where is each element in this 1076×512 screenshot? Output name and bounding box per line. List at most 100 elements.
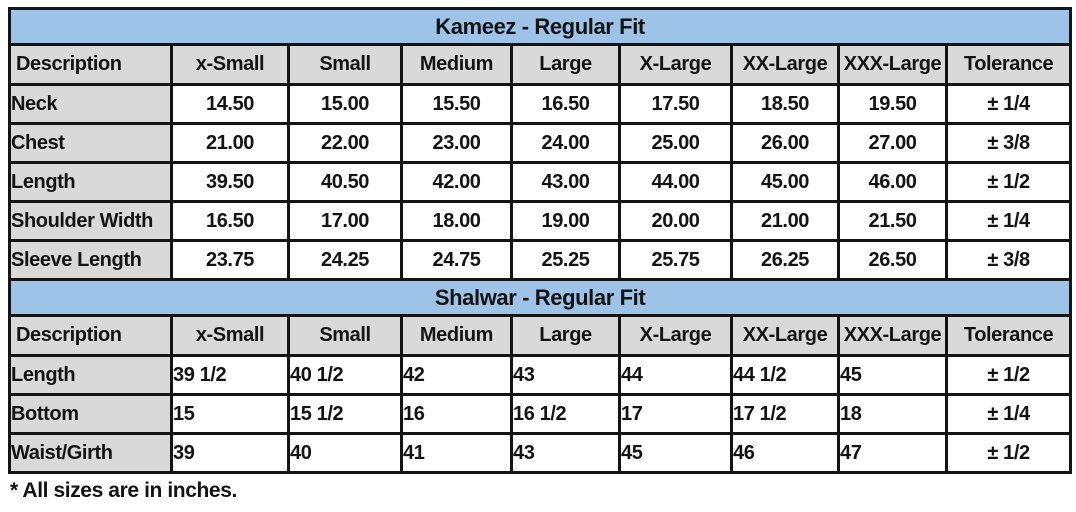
size-value-cell: 23.00 bbox=[400, 122, 513, 164]
column-header-small: Small bbox=[287, 314, 403, 357]
size-value-cell: 39 bbox=[170, 432, 290, 474]
column-header-xxlarge: XX-Large bbox=[730, 314, 840, 357]
row-label: Length bbox=[8, 161, 173, 203]
tolerance-cell: ± 1/2 bbox=[944, 432, 1073, 474]
size-value-cell: 14.50 bbox=[170, 83, 290, 125]
shalwar-title-row: Shalwar - Regular Fit bbox=[7, 278, 1073, 317]
size-value-cell: 42.00 bbox=[400, 161, 513, 203]
size-value-cell: 18.00 bbox=[400, 200, 513, 242]
size-value-cell: 41 bbox=[400, 432, 513, 474]
column-header-xxlarge: XX-Large bbox=[730, 43, 840, 86]
size-value-cell: 16.50 bbox=[510, 83, 621, 125]
table-row-shoulder-width: Shoulder Width 16.50 17.00 18.00 19.00 2… bbox=[8, 200, 1073, 242]
size-value-cell: 18.50 bbox=[730, 83, 840, 125]
row-label: Bottom bbox=[8, 393, 173, 435]
size-value-cell: 40 1/2 bbox=[287, 354, 403, 396]
table-row-neck: Neck 14.50 15.00 15.50 16.50 17.50 18.50… bbox=[8, 83, 1073, 125]
size-value-cell: 43.00 bbox=[510, 161, 621, 203]
column-header-description: Description bbox=[8, 43, 173, 86]
table-row-bottom: Bottom 15 15 1/2 16 16 1/2 17 17 1/2 18 … bbox=[8, 393, 1073, 435]
size-value-cell: 44.00 bbox=[618, 161, 733, 203]
size-value-cell: 21.50 bbox=[837, 200, 948, 242]
column-header-xxxlarge: XXX-Large bbox=[837, 43, 948, 86]
size-value-cell: 40.50 bbox=[287, 161, 403, 203]
tolerance-cell: ± 1/2 bbox=[944, 354, 1073, 396]
table-row-waist-girth: Waist/Girth 39 40 41 43 45 46 47 ± 1/2 bbox=[8, 432, 1073, 474]
tolerance-cell: ± 3/8 bbox=[944, 122, 1073, 164]
size-value-cell: 19.50 bbox=[837, 83, 948, 125]
size-value-cell: 25.75 bbox=[618, 239, 733, 281]
size-value-cell: 15 bbox=[170, 393, 290, 435]
row-label: Sleeve Length bbox=[8, 239, 173, 281]
size-value-cell: 27.00 bbox=[837, 122, 948, 164]
size-value-cell: 16 1/2 bbox=[510, 393, 621, 435]
size-value-cell: 21.00 bbox=[170, 122, 290, 164]
column-header-xlarge: X-Large bbox=[618, 314, 733, 357]
size-value-cell: 24.00 bbox=[510, 122, 621, 164]
size-value-cell: 16.50 bbox=[170, 200, 290, 242]
column-header-xlarge: X-Large bbox=[618, 43, 733, 86]
size-value-cell: 39 1/2 bbox=[170, 354, 290, 396]
size-value-cell: 22.00 bbox=[287, 122, 403, 164]
size-value-cell: 20.00 bbox=[618, 200, 733, 242]
size-chart-table: Kameez - Regular Fit Description x-Small… bbox=[7, 7, 1073, 474]
size-value-cell: 25.00 bbox=[618, 122, 733, 164]
row-label: Neck bbox=[8, 83, 173, 125]
size-value-cell: 46 bbox=[730, 432, 840, 474]
column-header-xsmall: x-Small bbox=[170, 314, 290, 357]
row-label: Waist/Girth bbox=[8, 432, 173, 474]
column-header-small: Small bbox=[287, 43, 403, 86]
size-value-cell: 26.25 bbox=[730, 239, 840, 281]
column-header-tolerance: Tolerance bbox=[944, 314, 1073, 357]
column-header-large: Large bbox=[510, 314, 621, 357]
footnote: * All sizes are in inches. bbox=[10, 479, 237, 502]
size-value-cell: 24.75 bbox=[400, 239, 513, 281]
size-value-cell: 17 bbox=[618, 393, 733, 435]
size-value-cell: 15.00 bbox=[287, 83, 403, 125]
size-value-cell: 15 1/2 bbox=[287, 393, 403, 435]
column-header-tolerance: Tolerance bbox=[944, 43, 1073, 86]
size-value-cell: 45 bbox=[618, 432, 733, 474]
size-value-cell: 44 1/2 bbox=[730, 354, 840, 396]
size-value-cell: 18 bbox=[837, 393, 948, 435]
size-value-cell: 45.00 bbox=[730, 161, 840, 203]
column-header-medium: Medium bbox=[400, 314, 513, 357]
tolerance-cell: ± 1/4 bbox=[944, 200, 1073, 242]
size-value-cell: 43 bbox=[510, 432, 621, 474]
size-value-cell: 46.00 bbox=[837, 161, 948, 203]
column-header-xxxlarge: XXX-Large bbox=[837, 314, 948, 357]
tolerance-cell: ± 1/2 bbox=[944, 161, 1073, 203]
kameez-table-title: Kameez - Regular Fit bbox=[7, 7, 1073, 46]
table-row-shalwar-length: Length 39 1/2 40 1/2 42 43 44 44 1/2 45 … bbox=[8, 354, 1073, 396]
size-value-cell: 15.50 bbox=[400, 83, 513, 125]
size-value-cell: 40 bbox=[287, 432, 403, 474]
column-header-medium: Medium bbox=[400, 43, 513, 86]
size-value-cell: 16 bbox=[400, 393, 513, 435]
tolerance-cell: ± 1/4 bbox=[944, 393, 1073, 435]
size-value-cell: 21.00 bbox=[730, 200, 840, 242]
table-row-chest: Chest 21.00 22.00 23.00 24.00 25.00 26.0… bbox=[8, 122, 1073, 164]
column-header-large: Large bbox=[510, 43, 621, 86]
size-value-cell: 24.25 bbox=[287, 239, 403, 281]
tolerance-cell: ± 3/8 bbox=[944, 239, 1073, 281]
shalwar-header-row: Description x-Small Small Medium Large X… bbox=[8, 314, 1073, 357]
size-value-cell: 26.50 bbox=[837, 239, 948, 281]
size-value-cell: 17 1/2 bbox=[730, 393, 840, 435]
size-value-cell: 47 bbox=[837, 432, 948, 474]
size-value-cell: 17.00 bbox=[287, 200, 403, 242]
size-value-cell: 23.75 bbox=[170, 239, 290, 281]
size-value-cell: 42 bbox=[400, 354, 513, 396]
size-value-cell: 39.50 bbox=[170, 161, 290, 203]
size-value-cell: 17.50 bbox=[618, 83, 733, 125]
column-header-description: Description bbox=[8, 314, 173, 357]
size-value-cell: 19.00 bbox=[510, 200, 621, 242]
size-value-cell: 45 bbox=[837, 354, 948, 396]
row-label: Shoulder Width bbox=[8, 200, 173, 242]
tolerance-cell: ± 1/4 bbox=[944, 83, 1073, 125]
row-label: Length bbox=[8, 354, 173, 396]
size-value-cell: 43 bbox=[510, 354, 621, 396]
size-value-cell: 44 bbox=[618, 354, 733, 396]
column-header-xsmall: x-Small bbox=[170, 43, 290, 86]
shalwar-table-title: Shalwar - Regular Fit bbox=[7, 278, 1073, 317]
